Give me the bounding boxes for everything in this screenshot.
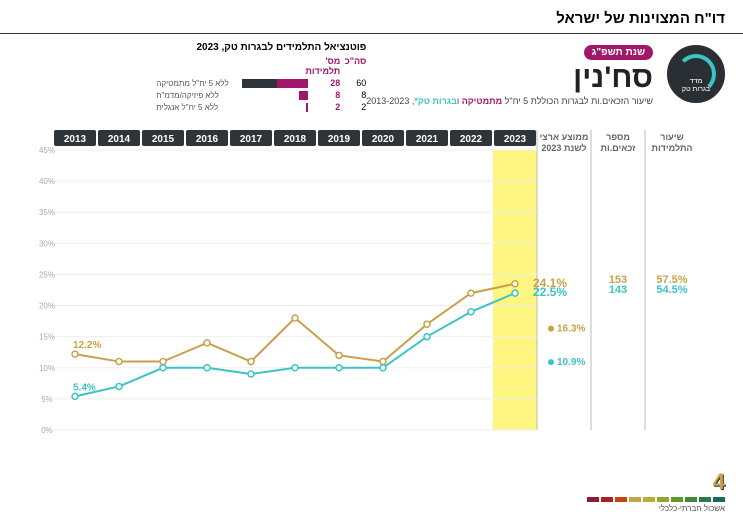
svg-text:0%: 0% <box>41 426 53 435</box>
svg-text:15%: 15% <box>39 333 55 342</box>
svg-text:5%: 5% <box>41 395 53 404</box>
cluster-label: אשכול חברתי-כלכלי <box>18 504 725 513</box>
svg-text:2019: 2019 <box>328 134 351 145</box>
svg-text:143: 143 <box>609 284 627 296</box>
top-row: מדדבגרות טק שנת תשפ"ג סח'נין שיעור הזכאי… <box>0 34 743 118</box>
svg-text:2017: 2017 <box>240 134 263 145</box>
cluster-scale <box>18 497 725 502</box>
svg-text:35%: 35% <box>39 208 55 217</box>
svg-text:40%: 40% <box>39 177 55 186</box>
svg-text:22.5%: 22.5% <box>533 285 567 299</box>
svg-text:2021: 2021 <box>416 134 439 145</box>
svg-text:שיעור: שיעור <box>660 132 683 142</box>
svg-text:2015: 2015 <box>152 134 175 145</box>
title-area: מדדבגרות טק שנת תשפ"ג סח'נין שיעור הזכאי… <box>366 42 725 106</box>
cluster-value: 4 <box>18 469 725 495</box>
svg-text:25%: 25% <box>39 270 55 279</box>
svg-text:54.5%: 54.5% <box>656 284 687 296</box>
svg-text:מספר: מספר <box>606 132 630 142</box>
svg-text:5.4%: 5.4% <box>73 382 96 393</box>
chart: 2013 2014 2015 2016 2017 2018 2019 2020 2021 2022… <box>0 118 743 448</box>
year-badge: שנת תשפ"ג <box>584 45 653 60</box>
svg-text:12.2%: 12.2% <box>73 340 101 351</box>
svg-text:2023: 2023 <box>504 134 527 145</box>
report-title: דו"ח המצוינות של ישראל <box>0 0 743 34</box>
cluster-footer: 4 אשכול חברתי-כלכלי <box>18 469 725 513</box>
svg-text:2020: 2020 <box>372 134 395 145</box>
school-name: סח'נין <box>366 62 653 94</box>
svg-text:2018: 2018 <box>284 134 307 145</box>
svg-text:10%: 10% <box>39 364 55 373</box>
svg-text:2022: 2022 <box>460 134 483 145</box>
svg-text:התלמידות: התלמידות <box>652 143 693 153</box>
svg-text:45%: 45% <box>39 146 55 155</box>
potential-table: פוטנציאל התלמידים לבגרות טק, 2023 סה"כמס… <box>156 42 366 114</box>
gauge-icon: מדדבגרות טק <box>667 45 725 103</box>
svg-text:2013: 2013 <box>64 134 87 145</box>
svg-text:30%: 30% <box>39 239 55 248</box>
svg-text:10.9%: 10.9% <box>557 357 585 368</box>
svg-text:ממוצע ארצי: ממוצע ארצי <box>540 132 589 142</box>
svg-text:2014: 2014 <box>108 134 131 145</box>
svg-text:2016: 2016 <box>196 134 219 145</box>
svg-text:16.3%: 16.3% <box>557 324 585 335</box>
svg-text:לשנת 2023: לשנת 2023 <box>541 143 586 153</box>
svg-text:זכאים.ות: זכאים.ות <box>601 143 637 153</box>
subtitle: שיעור הזכאים.ות לבגרות הכוללת 5 יח"ל מתמ… <box>366 96 653 106</box>
svg-text:20%: 20% <box>39 302 55 311</box>
